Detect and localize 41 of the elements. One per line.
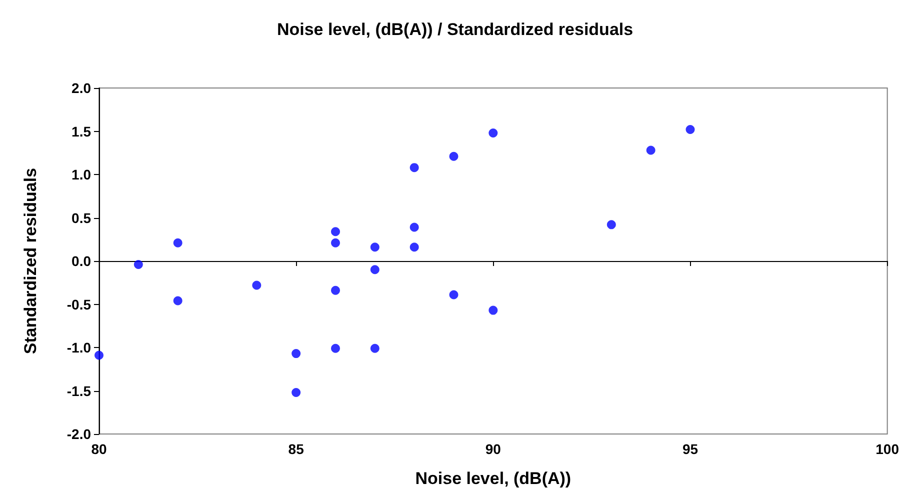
point (134, 260, 143, 269)
point (370, 265, 380, 274)
point (331, 286, 340, 295)
y-tick-label: 1.0 (72, 166, 92, 182)
y-tick-label: -2.0 (66, 426, 92, 442)
point (488, 306, 498, 315)
y-tick-label: 2.0 (72, 80, 92, 96)
point (410, 222, 419, 232)
point (449, 290, 458, 300)
x-axis-title: Noise level, (dB(A)) (415, 469, 572, 488)
y-tick-label: -1.5 (66, 382, 92, 399)
y-tick-label: 0.0 (72, 253, 92, 269)
point (370, 344, 380, 353)
point (292, 349, 301, 358)
point (370, 242, 380, 252)
y-tick-label: -0.5 (66, 296, 92, 312)
point (449, 152, 458, 161)
y-tick-label: 1.5 (72, 123, 92, 140)
point (94, 350, 104, 360)
point (331, 238, 340, 248)
point (173, 296, 182, 306)
x-tick-label: 100 (876, 441, 900, 457)
x-tick-label: 80 (91, 441, 107, 457)
point (606, 220, 616, 230)
point (331, 227, 340, 236)
point (252, 280, 262, 290)
point (331, 344, 340, 353)
point (410, 242, 419, 252)
y-tick-label: 0.5 (72, 210, 92, 226)
point (410, 163, 419, 172)
x-tick-label: 95 (682, 441, 698, 457)
x-tick-label: 85 (288, 441, 304, 457)
point (646, 146, 656, 155)
y-axis-title: Standardized residuals (21, 168, 40, 354)
y-tick-label: -1.0 (66, 340, 92, 356)
x-tick-label: 90 (485, 441, 502, 457)
chart-title: Noise level, (dB(A)) / Standardized residuals (276, 20, 634, 39)
point (292, 388, 301, 397)
point (173, 238, 182, 248)
point (488, 128, 498, 138)
point (686, 125, 695, 134)
